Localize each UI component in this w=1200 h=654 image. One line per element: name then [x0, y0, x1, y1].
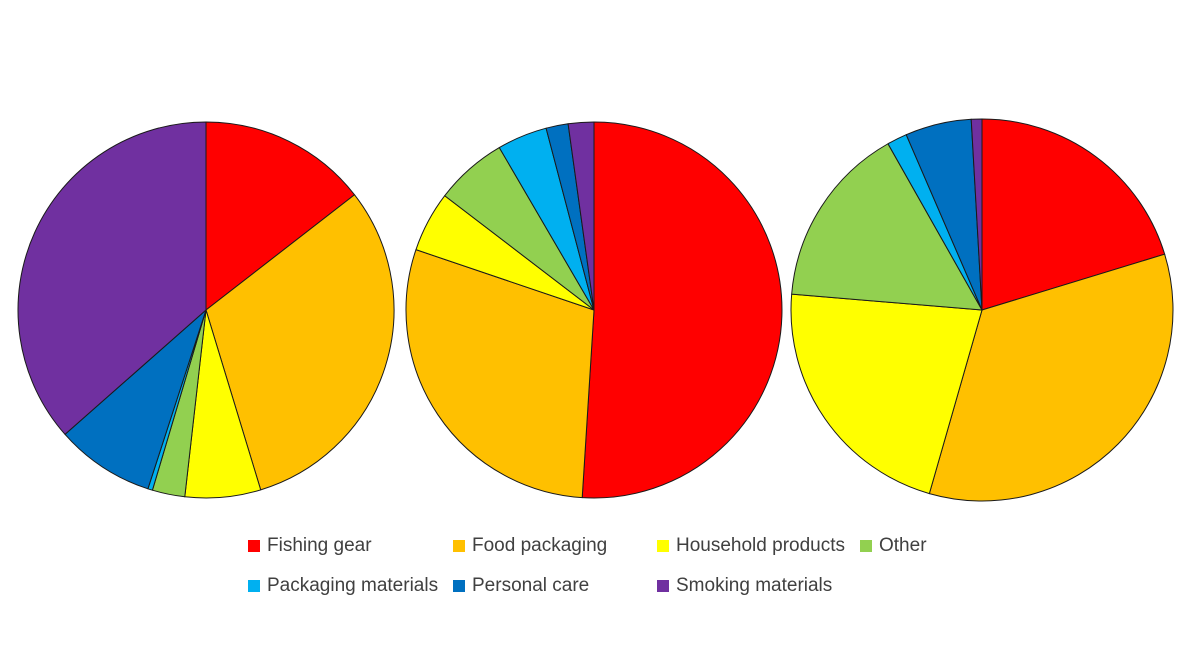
legend-item-food-packaging: Food packaging [453, 533, 607, 559]
pie-slice-fishing-gear [581, 121, 783, 499]
legend-swatch [657, 580, 669, 592]
pie-slice-smoking-materials [970, 118, 983, 311]
legend-label: Packaging materials [267, 575, 439, 596]
pie-slice-other [791, 143, 983, 311]
pie-slice-household-products [790, 293, 983, 495]
legend-swatch [453, 540, 465, 552]
legend-swatch [453, 580, 465, 592]
pie-slice-fishing-gear [205, 121, 356, 311]
legend-swatch [657, 540, 669, 552]
legend-item-fishing-gear: Fishing gear [248, 533, 372, 559]
legend-label: Smoking materials [676, 575, 833, 596]
legend-label: Fishing gear [267, 535, 372, 556]
pie-chart-left [17, 121, 395, 499]
pie-slice-fishing-gear [981, 118, 1166, 311]
pie-slice-personal-care [64, 309, 207, 490]
legend-label: Food packaging [472, 535, 608, 556]
legend-swatch [248, 540, 260, 552]
legend-swatch [248, 580, 260, 592]
pie-chart-middle [405, 121, 783, 499]
legend-label: Other [879, 535, 927, 556]
chart-legend: Fishing gear Food packaging Household pr… [248, 533, 948, 613]
pie-slice-smoking-materials [17, 121, 207, 435]
legend-label: Personal care [472, 575, 590, 596]
pie-slice-food-packaging [928, 253, 1174, 502]
legend-item-packaging-materials: Packaging materials [248, 573, 438, 599]
pie-slice-food-packaging [205, 194, 395, 491]
legend-item-personal-care: Personal care [453, 573, 589, 599]
legend-label: Household products [676, 535, 845, 556]
legend-item-other: Other [860, 533, 927, 559]
pie-chart-right [790, 118, 1174, 502]
legend-swatch [860, 540, 872, 552]
pie-slice-food-packaging [405, 249, 595, 499]
pie-slice-smoking-materials [567, 121, 595, 311]
legend-item-smoking-materials: Smoking materials [657, 573, 832, 599]
legend-item-household-products: Household products [657, 533, 845, 559]
